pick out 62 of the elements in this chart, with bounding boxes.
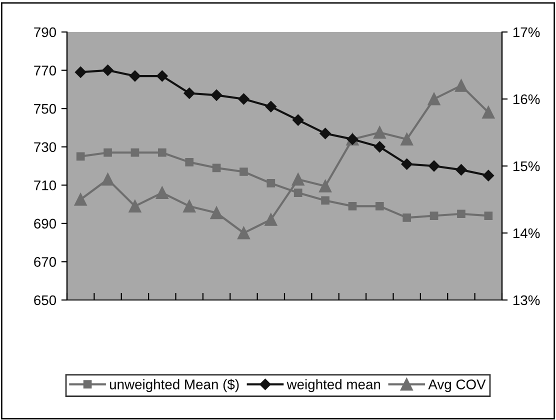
legend-label: Avg COV bbox=[428, 380, 486, 392]
y-tick-label: 750 bbox=[34, 104, 56, 114]
point bbox=[237, 226, 250, 240]
y-tick-label: 770 bbox=[34, 66, 56, 76]
point bbox=[265, 101, 277, 112]
point bbox=[130, 148, 140, 157]
point bbox=[128, 200, 142, 212]
point bbox=[185, 158, 194, 166]
point bbox=[294, 188, 302, 197]
point bbox=[238, 93, 250, 105]
point bbox=[292, 114, 304, 126]
legend-label: unweighted Mean ($) bbox=[110, 378, 239, 392]
y2-tick-label: 15% bbox=[513, 161, 540, 172]
point bbox=[74, 66, 86, 78]
point bbox=[156, 186, 168, 200]
y-tick-label: 650 bbox=[34, 295, 56, 306]
point bbox=[321, 196, 330, 205]
point bbox=[400, 132, 414, 146]
point bbox=[156, 70, 168, 82]
point bbox=[374, 141, 386, 152]
point bbox=[266, 179, 276, 188]
legend-label: weighted mean bbox=[286, 379, 380, 392]
y2-tick-label: 13% bbox=[513, 295, 540, 306]
point bbox=[264, 213, 278, 226]
point bbox=[102, 173, 114, 186]
point bbox=[373, 126, 386, 139]
point bbox=[292, 173, 304, 186]
point bbox=[348, 202, 357, 210]
point bbox=[212, 164, 221, 172]
y-tick-label: 670 bbox=[34, 257, 56, 267]
y-tick-label: 710 bbox=[34, 180, 56, 190]
point bbox=[76, 152, 85, 161]
point bbox=[401, 158, 412, 170]
point bbox=[210, 206, 223, 220]
point bbox=[129, 70, 141, 82]
point bbox=[375, 202, 384, 210]
point bbox=[454, 79, 468, 92]
point bbox=[210, 90, 222, 101]
point bbox=[102, 64, 114, 76]
point bbox=[430, 212, 438, 220]
point bbox=[74, 193, 87, 206]
point bbox=[402, 214, 412, 222]
point bbox=[482, 170, 494, 182]
y-tick-label: 730 bbox=[34, 142, 56, 152]
point bbox=[158, 148, 166, 157]
y2-tick-label: 17% bbox=[513, 27, 540, 38]
y-tick-label: 790 bbox=[34, 27, 56, 38]
point bbox=[183, 200, 196, 212]
point bbox=[319, 180, 332, 192]
point bbox=[457, 210, 466, 218]
point bbox=[184, 88, 195, 99]
point bbox=[456, 164, 467, 176]
point bbox=[484, 212, 493, 220]
point bbox=[428, 92, 440, 106]
y-tick-label: 690 bbox=[34, 218, 56, 229]
y2-tick-label: 14% bbox=[513, 228, 540, 238]
point bbox=[240, 168, 248, 176]
y2-tick-label: 16% bbox=[513, 94, 540, 104]
point bbox=[104, 148, 112, 157]
point bbox=[320, 128, 331, 140]
point bbox=[482, 106, 495, 119]
point bbox=[428, 160, 440, 172]
